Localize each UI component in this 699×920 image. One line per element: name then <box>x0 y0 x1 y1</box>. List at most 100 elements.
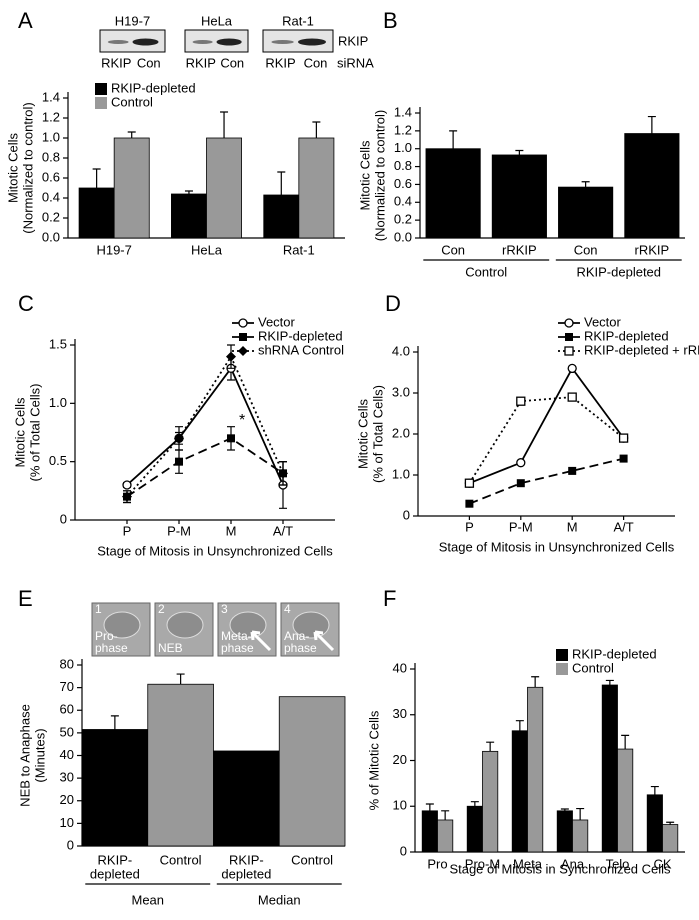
blot-label: HeLa <box>201 13 233 28</box>
lane-label: RKIP <box>265 55 295 70</box>
legend-label: RKIP-depleted <box>572 646 657 661</box>
image-caption: Pro- <box>95 629 118 643</box>
y-tick-label: 40 <box>60 747 74 762</box>
x-axis-label: Stage of Mitosis in Unsynchronized Cells <box>439 539 675 554</box>
marker <box>516 396 526 406</box>
y-tick-label: 1.4 <box>394 104 412 119</box>
image-caption: Ana- <box>284 629 309 643</box>
error-bar <box>175 449 183 474</box>
error-bar <box>581 181 590 188</box>
legend-swatch <box>556 649 568 661</box>
error-bar <box>449 130 458 149</box>
x-tick-label: RKIP- <box>229 852 264 867</box>
error-bar <box>515 149 524 155</box>
y-tick-label: 1.5 <box>49 336 67 351</box>
group-label: RKIP-depleted <box>576 264 661 279</box>
error-bar <box>312 121 321 138</box>
y-tick-label: 1.2 <box>42 109 60 124</box>
y-tick-label: 0.0 <box>394 229 412 244</box>
image-number: 1 <box>95 602 102 616</box>
marker <box>568 466 577 475</box>
y-tick-label: 40 <box>393 660 407 675</box>
y-tick-label: 30 <box>60 770 74 785</box>
error-bar <box>621 734 630 750</box>
legend-swatch <box>556 663 568 675</box>
x-tick-label: M <box>226 523 237 538</box>
bar <box>617 748 634 853</box>
y-axis-label: Mitotic Cells <box>357 140 372 211</box>
y-tick-label: 30 <box>393 706 407 721</box>
blot-band <box>298 38 326 46</box>
cell <box>166 611 204 639</box>
bar <box>466 805 483 853</box>
x-tick-label: Rat-1 <box>283 242 315 257</box>
blot-protein: RKIP <box>338 33 368 48</box>
x-tick-label: RKIP- <box>98 852 133 867</box>
marker <box>175 457 183 466</box>
bar <box>113 137 150 239</box>
x-tick-label: P <box>123 523 132 538</box>
y-tick-label: 0 <box>60 511 67 526</box>
x-tick-label: Pro <box>427 856 447 871</box>
y-tick-label: 0.2 <box>42 209 60 224</box>
error-bar <box>110 715 119 730</box>
y-tick-label: 0 <box>403 507 410 522</box>
error-bar <box>605 679 614 686</box>
error-bar <box>560 808 569 811</box>
y-tick-label: 10 <box>60 815 74 830</box>
y-tick-label: 10 <box>393 798 407 813</box>
blot-band <box>216 38 242 46</box>
legend-label: RKIP-depleted <box>258 328 343 343</box>
marker <box>516 458 526 468</box>
error-bar <box>666 821 675 825</box>
marker <box>226 351 236 362</box>
marker <box>239 333 247 341</box>
y-axis-label: Mitotic Cells <box>12 397 27 468</box>
y-tick-label: 0.4 <box>394 194 412 209</box>
y-axis-label: (% of Total Cells) <box>370 385 385 483</box>
group-label: Median <box>258 892 301 907</box>
image-caption: phase <box>221 641 254 655</box>
marker <box>238 318 248 328</box>
blot <box>99 29 166 53</box>
bar <box>206 137 242 239</box>
x-tick-label: A/T <box>613 519 633 534</box>
series-line <box>468 396 625 484</box>
panel-letter: C <box>18 291 34 316</box>
y-axis-label: Mitotic Cells <box>355 398 370 469</box>
arrow <box>313 630 335 652</box>
y-tick-label: 3.0 <box>392 384 410 399</box>
bar <box>491 154 547 239</box>
panel-letter: E <box>18 586 33 611</box>
legend-label: Vector <box>258 314 296 329</box>
error-bar <box>486 741 495 752</box>
x-tick-label: H19-7 <box>96 242 131 257</box>
series-line <box>469 457 624 505</box>
series-line <box>126 354 284 498</box>
bar <box>558 186 614 239</box>
x-tick-label: Con <box>441 242 465 257</box>
y-tick-label: 0 <box>67 837 74 852</box>
blot-label: H19-7 <box>115 13 150 28</box>
bar <box>263 194 300 239</box>
image-number: 3 <box>221 602 228 616</box>
group-label: Control <box>465 264 507 279</box>
marker <box>567 392 577 402</box>
marker <box>238 346 248 356</box>
x-tick-label: Ana <box>561 856 585 871</box>
x-tick-label: HeLa <box>191 242 223 257</box>
x-tick-label: Con <box>574 242 598 257</box>
bar <box>556 810 573 853</box>
bar <box>624 133 680 239</box>
error-bar <box>531 676 540 688</box>
marker <box>564 346 574 356</box>
x-tick-label: Control <box>160 852 202 867</box>
bar <box>421 810 438 853</box>
bar <box>662 824 679 853</box>
blot-band <box>107 40 129 44</box>
lane-label: Con <box>220 55 244 70</box>
marker <box>516 479 525 488</box>
blot-band <box>192 40 213 44</box>
panel-letter: B <box>383 8 398 33</box>
